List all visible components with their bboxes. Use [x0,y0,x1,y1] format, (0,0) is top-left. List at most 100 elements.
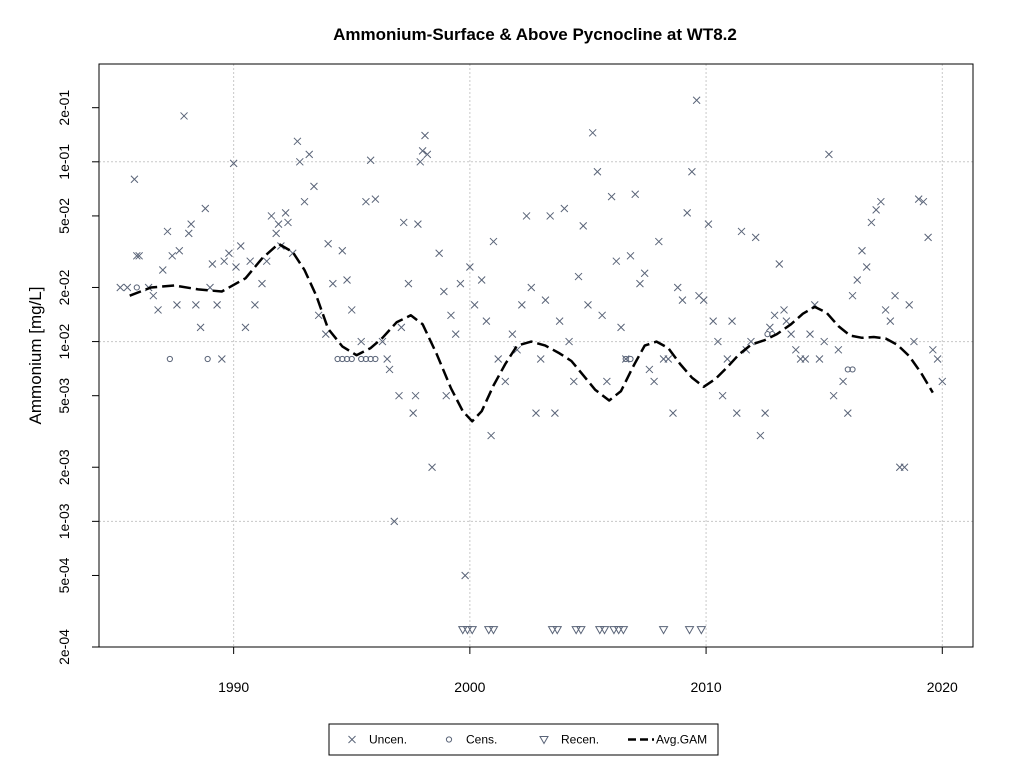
uncen-point-138 [747,337,755,346]
uncen-point-66 [414,220,422,229]
uncen-point-87 [508,330,517,338]
y-axis-label: Ammonium [mg/L] [26,287,45,425]
uncen-point-52 [357,337,366,346]
cens-point-2 [204,355,211,363]
uncen-point-6 [149,291,158,300]
uncen-point-155 [825,150,833,159]
recen-point-4 [488,626,499,635]
points-layer [116,96,947,635]
uncen-point-3 [132,251,141,260]
uncen-point-1 [123,283,132,292]
y-tick-label-9: 2e-01 [56,90,72,126]
uncen-point-85 [494,355,503,363]
uncen-point-56 [378,337,387,346]
uncen-point-72 [435,249,444,258]
uncen-point-68 [418,147,427,155]
uncen-point-93 [536,355,545,363]
uncen-point-65 [411,391,420,400]
uncen-point-115 [640,269,649,278]
uncen-point-118 [654,237,663,246]
grid-layer [99,64,973,647]
uncen-point-150 [801,355,810,363]
legend-label-3: Avg.GAM [656,733,707,747]
recen-point-14 [658,626,669,635]
uncen-point-7 [154,306,162,314]
uncen-point-172 [905,301,914,309]
recen-point-16 [696,626,707,635]
y-tick-label-3: 2e-03 [56,449,72,485]
plot-frame [98,63,974,648]
uncen-point-9 [163,227,172,236]
uncen-point-124 [683,209,692,217]
uncen-point-54 [366,156,375,165]
uncen-point-90 [522,212,531,220]
uncen-point-129 [704,220,713,229]
uncen-point-145 [780,306,788,314]
y-tick-label-5: 1e-02 [56,323,72,359]
uncen-point-55 [371,195,380,203]
uncen-point-35 [274,220,283,229]
x-tick-label-1: 2000 [454,679,485,695]
uncen-point-64 [409,409,418,417]
uncen-point-131 [714,337,722,346]
uncen-point-21 [213,301,221,309]
uncen-point-83 [487,431,495,440]
uncen-point-105 [593,167,602,176]
uncen-point-175 [919,197,928,206]
x-tick-label-3: 2020 [927,679,958,695]
uncen-point-164 [867,218,876,227]
uncen-point-17 [196,323,205,332]
uncen-point-73 [440,287,448,296]
uncen-point-107 [603,377,611,386]
uncen-point-111 [621,355,630,363]
uncen-point-91 [527,283,536,292]
uncen-point-143 [770,311,779,320]
uncen-point-23 [220,257,229,266]
uncen-point-78 [461,571,469,580]
uncen-point-140 [756,431,765,440]
uncen-point-142 [766,323,774,332]
uncen-point-76 [451,330,460,338]
uncen-point-69 [421,131,429,140]
uncen-point-10 [168,251,177,260]
recen-point-7 [571,626,582,635]
uncen-point-132 [718,391,727,400]
uncen-point-144 [775,260,784,268]
uncen-point-98 [560,204,569,213]
recen-point-9 [594,626,605,635]
uncen-point-100 [569,377,578,386]
uncen-point-120 [664,355,673,363]
uncen-point-176 [924,233,932,242]
uncen-point-158 [839,377,847,386]
uncen-point-147 [787,330,795,338]
uncen-point-166 [877,197,885,206]
uncen-point-38 [284,218,292,227]
uncen-point-2 [130,175,139,184]
uncen-point-0 [116,283,125,292]
uncen-point-45 [314,311,323,320]
uncen-point-133 [723,355,732,363]
uncen-point-53 [362,197,370,206]
uncen-point-41 [295,157,304,166]
uncen-point-171 [900,463,909,472]
uncen-point-63 [404,279,413,288]
uncen-point-112 [626,251,635,260]
recen-point-10 [599,626,610,635]
y-tick-label-2: 1e-03 [56,503,72,539]
uncen-point-160 [848,291,857,300]
uncen-point-125 [688,167,696,176]
uncen-point-82 [482,317,491,325]
uncen-point-58 [385,365,394,374]
uncen-point-165 [872,206,881,214]
uncen-point-84 [489,237,498,246]
uncen-point-135 [732,409,741,417]
recen-point-11 [609,626,619,635]
uncen-point-146 [782,317,791,325]
uncen-point-102 [579,222,588,230]
uncen-point-97 [555,317,564,325]
uncen-point-67 [416,157,425,166]
uncen-point-30 [251,301,259,309]
uncen-point-161 [853,276,862,284]
uncen-point-28 [241,323,250,332]
uncen-point-99 [565,337,573,346]
